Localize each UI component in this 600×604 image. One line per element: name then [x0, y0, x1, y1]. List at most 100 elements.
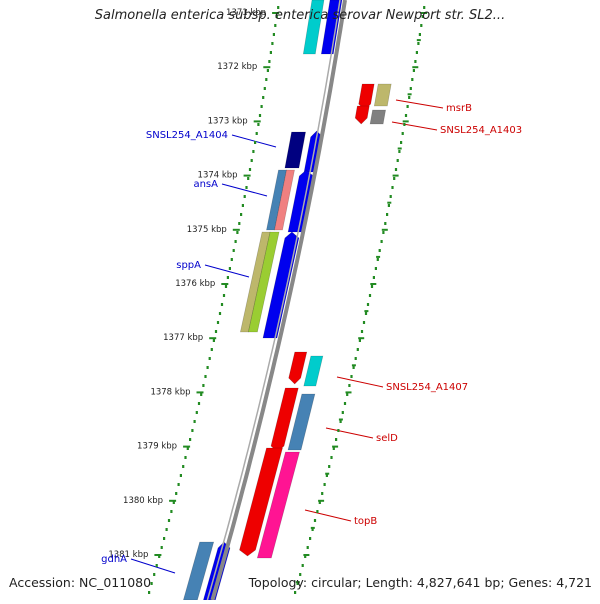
inner-ring-dot	[218, 312, 222, 315]
outer-ring-dot	[411, 78, 414, 81]
outer-ring-dot	[299, 573, 302, 576]
leader-line	[304, 509, 352, 522]
outer-ring-dot	[417, 42, 420, 45]
inner-ring-dot	[204, 375, 207, 378]
inner-ring-dot	[200, 393, 203, 396]
outer-major-tick	[332, 445, 339, 448]
gene-box	[369, 109, 386, 125]
outer-ring-dot	[412, 69, 415, 72]
outer-ring-dot	[408, 96, 411, 99]
tick-label: 1375 kbp	[187, 225, 227, 235]
inner-ring-dot	[254, 141, 257, 144]
gene-label-left: ansA	[193, 179, 218, 190]
outer-major-tick	[421, 12, 428, 14]
outer-major-tick	[303, 554, 310, 556]
outer-ring-dot	[406, 105, 409, 108]
outer-ring-dot	[378, 249, 381, 252]
inner-ring-dot	[277, 6, 280, 9]
outer-ring-dot	[370, 285, 374, 288]
inner-ring-dot	[193, 420, 196, 423]
inner-ring-dot	[262, 96, 265, 99]
inner-major-tick	[196, 391, 204, 394]
inner-ring-dot	[175, 492, 178, 495]
inner-ring-dot	[184, 456, 187, 459]
tick-label: 1373 kbp	[208, 116, 248, 126]
inner-ring-dot	[230, 258, 233, 261]
gene-box	[320, 0, 343, 55]
gene-box	[354, 105, 370, 125]
inner-ring-dot	[224, 285, 228, 288]
outer-ring-dot	[346, 393, 349, 396]
tick-label: 1376 kbp	[175, 279, 215, 289]
inner-ring-dot	[220, 303, 224, 306]
outer-minor-tick	[351, 364, 356, 367]
inner-ring-dot	[170, 510, 173, 513]
outer-ring-dot	[311, 528, 314, 531]
gene-box	[302, 0, 325, 55]
inner-ring-dot	[236, 231, 239, 234]
tick-label: 1379 kbp	[137, 442, 177, 452]
outer-ring-dot	[387, 204, 390, 207]
leader-line	[325, 427, 374, 439]
outer-minor-tick	[325, 472, 330, 475]
outer-ring-dot	[323, 483, 326, 486]
inner-ring-dot	[197, 402, 201, 405]
inner-ring-dot	[182, 465, 185, 468]
inner-ring-dot	[189, 438, 192, 441]
outer-ring-dot	[348, 384, 351, 387]
inner-ring-dot	[202, 384, 205, 387]
gene-box	[287, 393, 316, 451]
inner-ring-dot	[272, 33, 275, 36]
tick-label: 1374 kbp	[198, 171, 238, 181]
inner-ring-dot	[214, 330, 218, 333]
inner-ring-dot	[241, 204, 244, 207]
outer-ring-dot	[356, 348, 359, 351]
outer-ring-dot	[335, 438, 338, 441]
outer-major-tick	[370, 283, 377, 285]
outer-ring-dot	[339, 420, 342, 423]
inner-ring-dot	[250, 159, 253, 162]
gene-label-right: SNSL254_A1407	[386, 382, 468, 393]
inner-ring-dot	[255, 132, 258, 135]
inner-ring-dot	[260, 105, 263, 108]
accession-text: Accession: NC_011080	[9, 575, 152, 590]
inner-ring-dot	[234, 240, 237, 243]
inner-ring-dot	[268, 60, 271, 63]
tick-label: 1371 kbp	[226, 8, 266, 18]
inner-major-tick	[232, 228, 240, 231]
outer-ring-dot	[328, 465, 331, 468]
gene-box	[303, 355, 324, 387]
inner-ring-dot	[275, 15, 278, 18]
inner-ring-dot	[165, 528, 168, 531]
backbone-arc	[206, 0, 341, 601]
inner-ring-dot	[257, 123, 260, 126]
inner-ring-dot	[263, 87, 266, 90]
outer-ring-dot	[362, 321, 366, 324]
inner-ring-dot	[245, 186, 248, 189]
outer-ring-dot	[306, 546, 309, 549]
inner-ring-dot	[206, 366, 209, 369]
inner-major-tick	[253, 120, 261, 123]
outer-ring-dot	[401, 132, 404, 135]
inner-ring-dot	[274, 24, 277, 27]
outer-ring-dot	[394, 168, 398, 171]
outer-ring-dot	[318, 501, 321, 504]
outer-minor-tick	[338, 418, 343, 421]
inner-ring-dot	[179, 474, 182, 477]
gene-box	[239, 447, 283, 557]
gene-label-right: msrB	[446, 103, 472, 114]
inner-ring-dot	[150, 582, 153, 585]
inner-ring-dot	[167, 519, 171, 522]
inner-ring-dot	[210, 348, 213, 351]
outer-ring-dot	[415, 51, 418, 54]
outer-ring-dot	[400, 141, 403, 144]
outer-ring-dot	[337, 429, 340, 432]
outer-ring-dot	[350, 375, 353, 378]
inner-ring-dot	[172, 501, 175, 504]
outer-ring-dot	[403, 123, 406, 126]
inner-major-tick	[221, 283, 229, 285]
inner-ring-dot	[208, 357, 211, 360]
leader-line	[395, 99, 444, 109]
inner-ring-dot	[153, 573, 156, 576]
